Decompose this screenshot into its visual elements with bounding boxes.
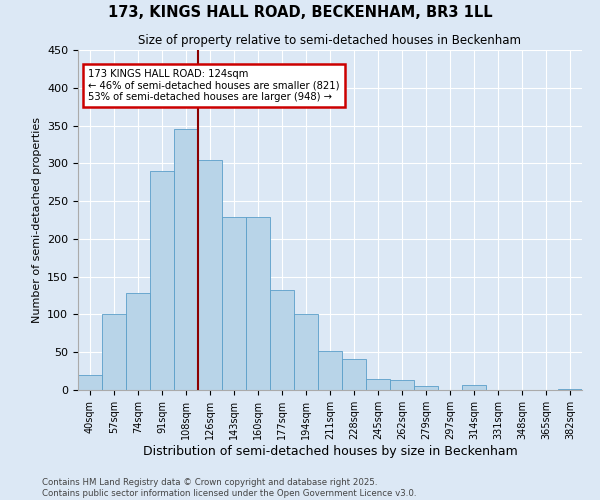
Bar xyxy=(318,350,342,390)
Bar xyxy=(198,160,222,390)
Bar xyxy=(414,386,438,390)
X-axis label: Distribution of semi-detached houses by size in Beckenham: Distribution of semi-detached houses by … xyxy=(143,444,517,458)
Bar xyxy=(246,217,270,390)
Bar xyxy=(126,294,150,390)
Bar xyxy=(366,378,390,390)
Title: Size of property relative to semi-detached houses in Beckenham: Size of property relative to semi-detach… xyxy=(139,34,521,48)
Bar xyxy=(150,171,174,390)
Bar xyxy=(270,290,294,390)
Text: 173, KINGS HALL ROAD, BECKENHAM, BR3 1LL: 173, KINGS HALL ROAD, BECKENHAM, BR3 1LL xyxy=(107,5,493,20)
Bar xyxy=(462,384,486,390)
Bar xyxy=(342,359,366,390)
Bar xyxy=(102,314,126,390)
Y-axis label: Number of semi-detached properties: Number of semi-detached properties xyxy=(32,117,41,323)
Bar xyxy=(390,380,414,390)
Text: 173 KINGS HALL ROAD: 124sqm
← 46% of semi-detached houses are smaller (821)
53% : 173 KINGS HALL ROAD: 124sqm ← 46% of sem… xyxy=(88,68,340,102)
Bar xyxy=(558,389,582,390)
Bar xyxy=(174,130,198,390)
Bar xyxy=(294,314,318,390)
Bar xyxy=(222,217,246,390)
Bar xyxy=(78,375,102,390)
Text: Contains HM Land Registry data © Crown copyright and database right 2025.
Contai: Contains HM Land Registry data © Crown c… xyxy=(42,478,416,498)
